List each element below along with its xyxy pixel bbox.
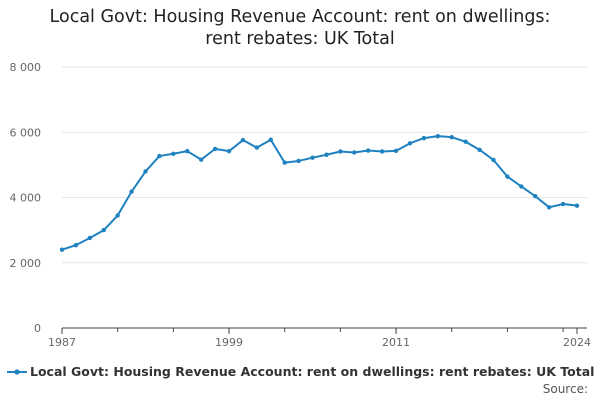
data-point[interactable]: 1997: 5160 <box>198 157 204 162</box>
legend[interactable]: Local Govt: Housing Revenue Account: ren… <box>6 364 594 379</box>
data-point[interactable]: 1987: 2400 <box>59 247 65 252</box>
data-point[interactable]: 1995: 5340 <box>171 151 176 156</box>
chart-title-line-1: Local Govt: Housing Revenue Account: ren… <box>49 7 551 27</box>
data-point[interactable]: 2023: 3800 <box>560 201 566 207</box>
legend-series-marker <box>7 368 27 375</box>
data-point[interactable]: 2024: 3750 <box>574 203 580 208</box>
series-line <box>61 135 578 251</box>
data-point[interactable]: 2004: 5120 <box>296 158 301 164</box>
data-point[interactable]: 1993: 4800 <box>143 169 148 174</box>
data-point[interactable]: 1992: 4180 <box>129 189 134 194</box>
x-tick-label: 1999 <box>215 336 243 349</box>
data-point[interactable]: 2002: 5770 <box>268 137 273 142</box>
data-point[interactable]: 2013: 5820 <box>421 135 427 141</box>
y-tick-label: 4 000 <box>10 192 42 205</box>
data-point[interactable]: 1999: 5420 <box>226 148 232 154</box>
data-point[interactable]: 2005: 5220 <box>310 155 315 160</box>
data-point[interactable]: 1989: 2760 <box>87 235 93 241</box>
y-tick-label: 8 000 <box>10 61 42 74</box>
data-point[interactable]: 1990: 3000 <box>101 227 106 233</box>
data-point[interactable]: 2021: 4040 <box>533 193 538 199</box>
data-point[interactable]: 1998: 5490 <box>212 146 218 152</box>
data-point[interactable]: 1988: 2540 <box>73 242 79 248</box>
chart-title-line-2: rent rebates: UK Total <box>205 29 395 49</box>
data-point[interactable]: 2020: 4340 <box>519 184 524 189</box>
x-tick-label: 2011 <box>382 336 410 349</box>
data-point[interactable]: 2007: 5410 <box>338 149 343 154</box>
data-point[interactable]: 2022: 3700 <box>546 205 552 210</box>
data-point[interactable]: 2001: 5530 <box>254 145 260 150</box>
legend-series-label: Local Govt: Housing Revenue Account: ren… <box>30 364 595 379</box>
x-tick-label: 2024 <box>563 336 591 349</box>
data-point[interactable]: 2017: 5460 <box>477 147 482 153</box>
data-point[interactable]: 2018: 5150 <box>491 157 496 163</box>
y-tick-label: 6 000 <box>10 126 42 139</box>
data-point[interactable]: 2009: 5440 <box>366 148 371 153</box>
data-point[interactable]: 2010: 5410 <box>379 149 385 154</box>
data-point[interactable]: 2011: 5430 <box>393 148 399 154</box>
data-point[interactable]: 2015: 5850 <box>449 134 454 140</box>
data-point[interactable]: 2016: 5710 <box>463 139 468 144</box>
data-point[interactable]: 1996: 5420 <box>185 148 190 154</box>
data-point[interactable]: 2012: 5660 <box>407 141 413 146</box>
source-label: Source: <box>542 382 588 396</box>
data-point[interactable]: 2014: 5880 <box>435 133 441 139</box>
data-point[interactable]: 2019: 4640 <box>505 174 510 179</box>
data-point[interactable]: 2003: 5070 <box>282 160 287 165</box>
x-tick-label: 1987 <box>48 336 76 349</box>
chart-title: Local Govt: Housing Revenue Account: ren… <box>0 6 600 50</box>
y-tick-label: 2 000 <box>10 257 42 270</box>
data-point[interactable]: 2006: 5310 <box>324 152 329 157</box>
data-point[interactable]: 1991: 3450 <box>115 213 120 218</box>
data-point[interactable]: 1994: 5270 <box>157 153 162 159</box>
y-tick-label: 0 <box>34 322 41 335</box>
data-point[interactable]: 2008: 5380 <box>352 150 357 155</box>
